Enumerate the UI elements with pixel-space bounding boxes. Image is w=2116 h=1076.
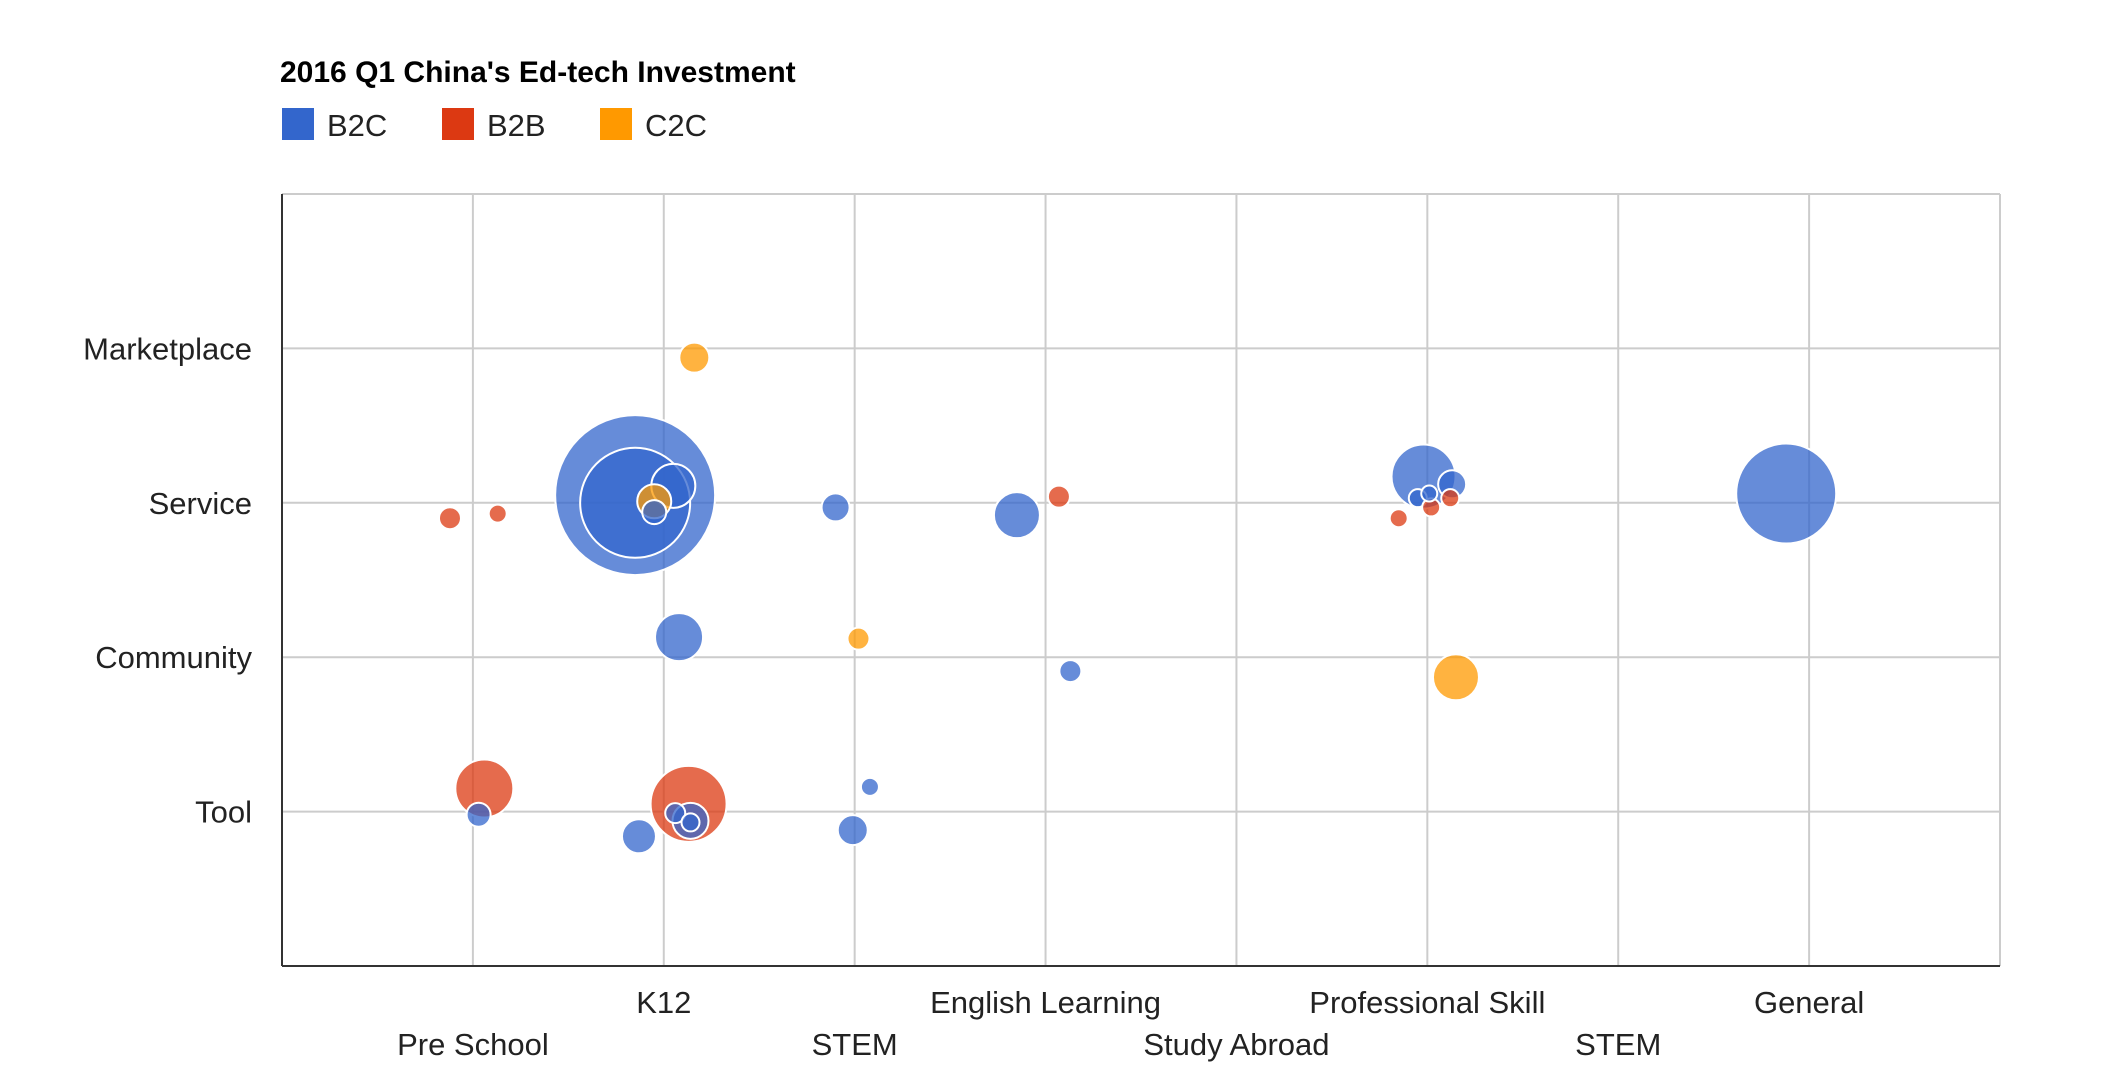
y-tick-label: Service: [149, 486, 252, 521]
legend-label-b2c: B2C: [327, 108, 387, 143]
bubble-b2b[interactable]: [1440, 488, 1461, 509]
bubble-b2b[interactable]: [1046, 484, 1071, 509]
x-tick-label: Professional Skill: [1309, 985, 1545, 1020]
bubble-b2b[interactable]: [1388, 508, 1409, 529]
legend-label-c2c: C2C: [645, 108, 707, 143]
gridlines: [282, 193, 2001, 966]
legend-swatch-b2c: [282, 108, 314, 140]
bubble-b2c[interactable]: [859, 776, 880, 797]
bubble-c2c[interactable]: [678, 341, 711, 374]
bubble-b2c[interactable]: [1058, 659, 1083, 684]
bubble-c2c[interactable]: [846, 626, 871, 651]
axes: [281, 194, 2000, 967]
x-tick-label: K12: [636, 985, 691, 1020]
legend-label-b2b: B2B: [487, 108, 546, 143]
bubble-b2b[interactable]: [437, 506, 462, 531]
x-tick-label: STEM: [1575, 1027, 1661, 1062]
bubble-b2b[interactable]: [487, 503, 508, 524]
x-tick-label: Study Abroad: [1143, 1027, 1329, 1062]
x-axis-ticks: Pre School K12 STEM English Learning Study A…: [397, 985, 1864, 1062]
bubble-b2c[interactable]: [1735, 442, 1838, 545]
bubble-c2c[interactable]: [1431, 653, 1480, 702]
chart-title: 2016 Q1 China's Ed-tech Investment: [280, 56, 796, 89]
legend-swatch-c2c: [600, 108, 632, 140]
legend: B2C B2B C2C: [282, 108, 707, 143]
bubble-b2c[interactable]: [820, 492, 851, 523]
bubble-b2c[interactable]: [465, 801, 492, 828]
y-axis-ticks: Tool Community Service Marketplace: [83, 331, 252, 829]
y-tick-label: Marketplace: [83, 331, 252, 366]
bubble-b2c[interactable]: [1420, 484, 1439, 503]
bubble-b2c[interactable]: [992, 491, 1041, 540]
bubble-b2c[interactable]: [620, 818, 657, 855]
legend-swatch-b2b: [442, 108, 474, 140]
bubble-b2c[interactable]: [641, 499, 668, 526]
bubble-b2c[interactable]: [654, 612, 705, 663]
y-tick-label: Tool: [195, 795, 252, 830]
bubbles: [437, 341, 1838, 855]
y-tick-label: Community: [95, 640, 252, 675]
x-tick-label: General: [1754, 985, 1864, 1020]
bubble-b2c[interactable]: [836, 814, 869, 847]
bubble-b2c[interactable]: [680, 812, 701, 833]
x-tick-label: Pre School: [397, 1027, 549, 1062]
x-tick-label: English Learning: [930, 985, 1161, 1020]
bubble-b2c[interactable]: [664, 802, 687, 825]
x-tick-label: STEM: [812, 1027, 898, 1062]
